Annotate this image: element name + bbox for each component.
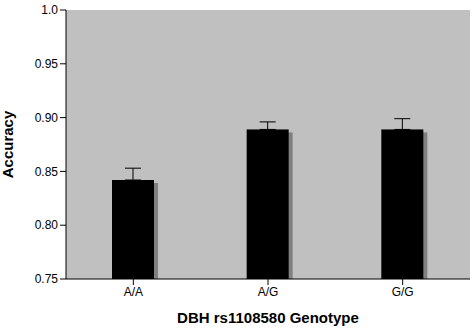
svg-text:DBH rs1108580 Genotype: DBH rs1108580 Genotype	[177, 309, 359, 326]
svg-text:Accuracy: Accuracy	[8, 110, 16, 178]
svg-text:A/G: A/G	[258, 285, 279, 299]
svg-text:0.80: 0.80	[35, 218, 59, 232]
svg-text:1.0: 1.0	[41, 3, 58, 17]
svg-text:0.95: 0.95	[35, 57, 59, 71]
svg-text:G/G: G/G	[392, 285, 414, 299]
svg-text:0.85: 0.85	[35, 165, 59, 179]
svg-text:0.90: 0.90	[35, 111, 59, 125]
svg-text:0.75: 0.75	[35, 272, 59, 286]
svg-text:A/A: A/A	[124, 285, 143, 299]
